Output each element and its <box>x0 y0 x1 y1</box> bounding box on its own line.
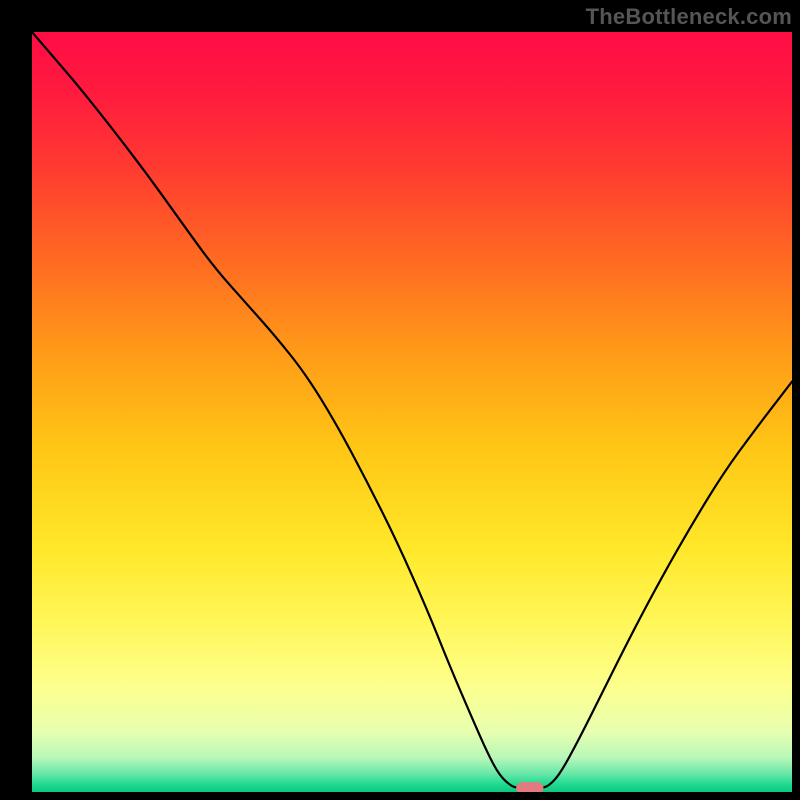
gradient-background <box>32 32 792 792</box>
plot-area <box>32 32 792 792</box>
chart-container: TheBottleneck.com <box>0 0 800 800</box>
watermark-label: TheBottleneck.com <box>586 4 792 30</box>
bottleneck-curve-chart <box>32 32 792 792</box>
optimum-marker <box>516 782 543 792</box>
